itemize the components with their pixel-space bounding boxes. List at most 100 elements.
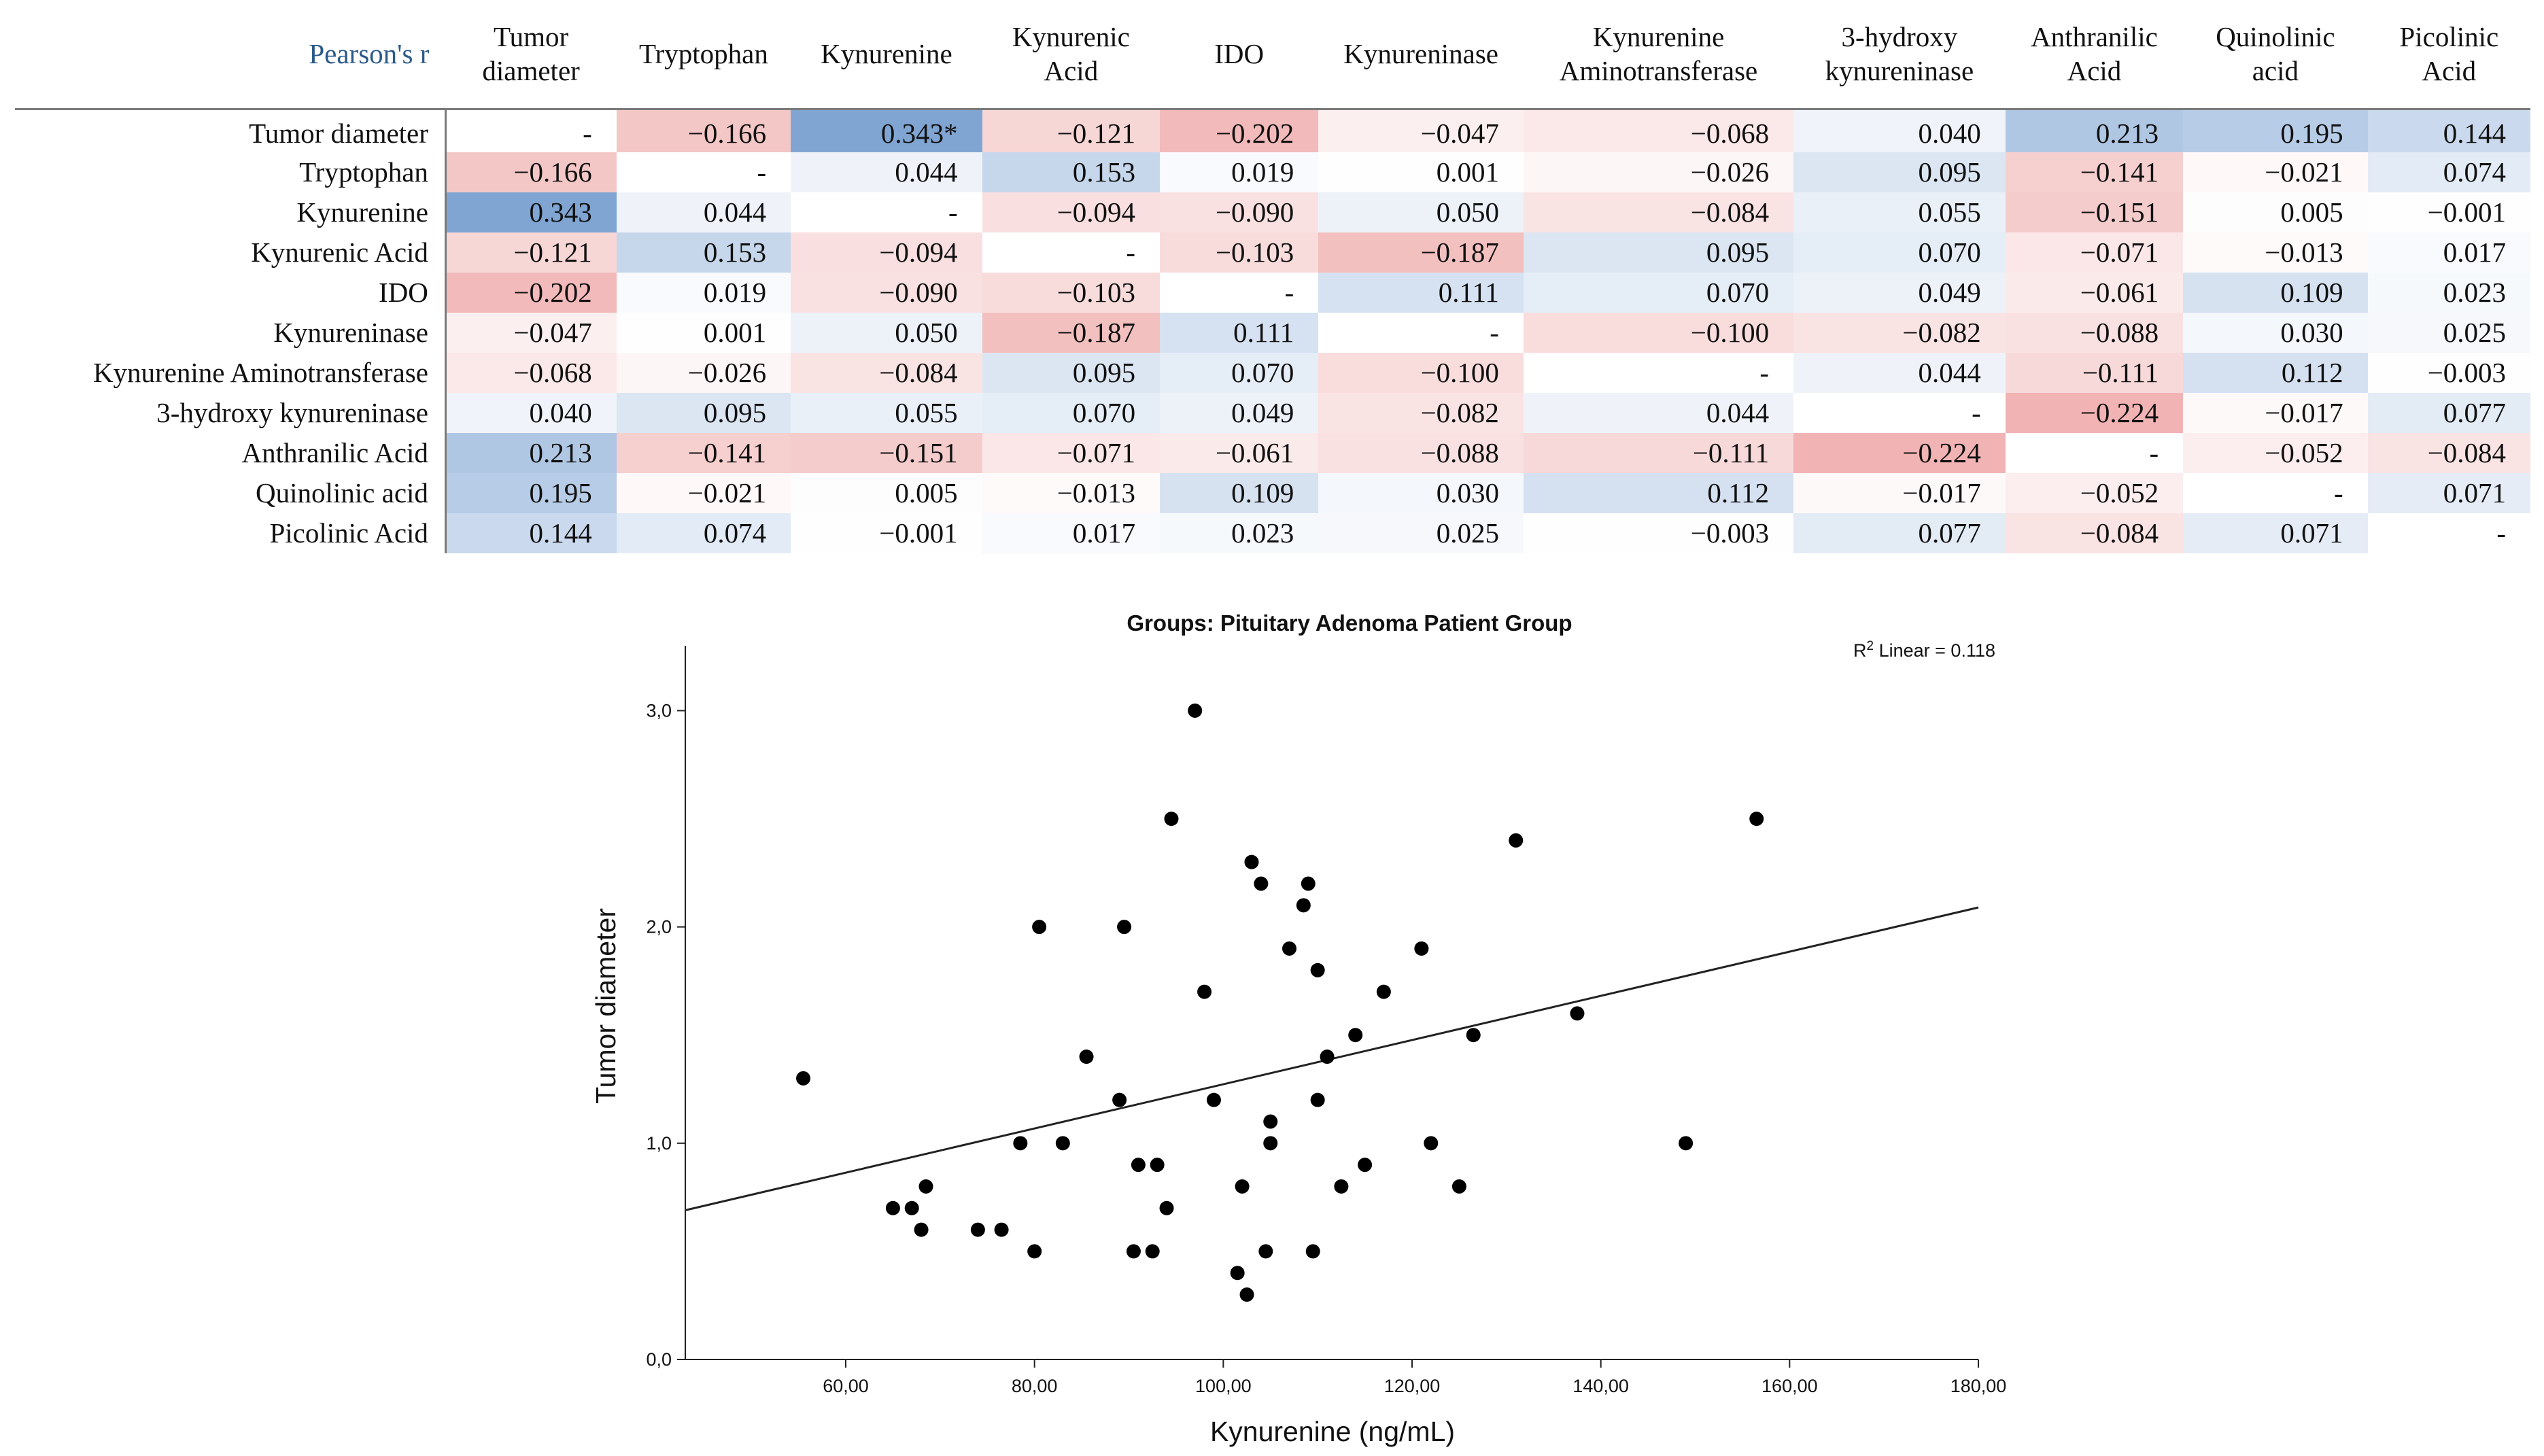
table-cell: 0.001 xyxy=(1436,156,1499,188)
scatter-plot-container: Groups: Pituitary Adenoma Patient Group … xyxy=(0,585,2544,1456)
y-axis-label: Tumor diameter xyxy=(590,908,621,1104)
table-cell: 0.144 xyxy=(2367,109,2530,152)
table-cell: −0.001 xyxy=(879,517,958,549)
table-cell: −0.111 xyxy=(2005,352,2184,393)
data-point xyxy=(1164,812,1179,827)
table-cell: −0.088 xyxy=(1318,432,1524,473)
table-cell: −0.090 xyxy=(791,272,982,313)
table-cell: - xyxy=(1759,357,1770,388)
table-cell: −0.202 xyxy=(445,272,617,313)
table-cell: 0.070 xyxy=(982,392,1161,433)
table-header-row: Pearson's r Tumor diameter Tryptophan Kynure… xyxy=(15,0,2530,110)
table-cell: 0.095 xyxy=(1523,232,1794,273)
table-row: Picolinic Acid 0.144 0.074 −0.001 0.017 0.023… xyxy=(15,513,2530,553)
table-cell: 0.095 xyxy=(616,392,791,433)
table-cell: −0.003 xyxy=(1690,517,1770,549)
table-cell: −0.017 xyxy=(2183,393,2367,433)
table-cell: - xyxy=(2149,437,2159,468)
table-row: Tryptophan −0.166 -0.044 0.153 0.019 0.001 −0.… xyxy=(15,152,2530,192)
data-point xyxy=(1032,920,1047,935)
table-cell: 0.070 xyxy=(1523,272,1794,313)
table-row: Kynurenic Acid −0.121 0.153 −0.094- −0.103 −0… xyxy=(15,232,2530,273)
plot-axes xyxy=(685,646,1978,1360)
data-point xyxy=(1027,1244,1042,1259)
table-cell: 0.040 xyxy=(1793,109,2006,152)
row-label: 3-hydroxy kynureninase xyxy=(15,392,447,433)
table-cell: 0.050 xyxy=(1318,192,1524,232)
column-header-picolinic-acid: Picolinic Acid xyxy=(2367,0,2530,110)
data-point xyxy=(1466,1028,1481,1043)
data-point xyxy=(1320,1050,1335,1064)
x-tick-label: 160,00 xyxy=(1761,1376,1818,1396)
table-cell: 0.077 xyxy=(2367,392,2530,433)
column-header-anthranilic-acid: Anthranilic Acid xyxy=(2005,0,2184,110)
data-point xyxy=(1310,1092,1325,1107)
table-cell: 0.019 xyxy=(1160,152,1319,192)
data-point xyxy=(1451,1179,1466,1194)
table-cell: −0.103 xyxy=(982,272,1161,313)
table-cell: 0.001 xyxy=(703,317,767,348)
table-cell: 0.044 xyxy=(616,192,791,232)
table-cell: −0.061 xyxy=(2005,272,2184,313)
data-point xyxy=(970,1222,985,1237)
data-point xyxy=(1348,1028,1363,1043)
data-point xyxy=(1254,876,1269,891)
x-tick-label: 140,00 xyxy=(1572,1376,1629,1396)
data-point xyxy=(914,1222,929,1237)
table-cell: 0.112 xyxy=(2183,352,2368,393)
row-label: Anthranilic Acid xyxy=(15,432,447,473)
table-cell: 0.050 xyxy=(791,312,982,353)
table-cell: 0.005 xyxy=(895,477,958,508)
y-axis-ticks: 0,0 1,0 2,0 3,0 xyxy=(646,700,685,1370)
table-cell: 0.023 xyxy=(1160,513,1319,553)
y-tick-label: 1,0 xyxy=(646,1133,672,1154)
table-cell: −0.111 xyxy=(1523,432,1794,473)
table-cell: 0.109 xyxy=(1160,472,1319,513)
x-tick-label: 120,00 xyxy=(1384,1376,1441,1396)
table-cell: −0.121 xyxy=(982,109,1161,152)
table-cell: 0.070 xyxy=(1793,232,2006,273)
column-header-quinolinic-acid: Quinolinic acid xyxy=(2183,0,2368,110)
table-cell: −0.013 xyxy=(2183,232,2367,273)
table-cell: 0.109 xyxy=(2183,272,2368,313)
table-cell: −0.013 xyxy=(982,473,1160,513)
table-cell: - xyxy=(2333,477,2343,508)
y-tick-label: 0,0 xyxy=(646,1349,672,1370)
data-point xyxy=(1131,1158,1146,1173)
data-point xyxy=(1055,1136,1070,1151)
data-point xyxy=(1749,812,1764,827)
table-cell: 0.005 xyxy=(2280,196,2343,228)
table-cell: −0.026 xyxy=(616,352,791,393)
table-cell: −0.103 xyxy=(1160,232,1319,273)
data-point xyxy=(1263,1114,1278,1129)
r2-annotation: R2 Linear = 0.118 xyxy=(1853,639,1995,661)
data-point xyxy=(1310,963,1325,977)
table-cell: −0.017 xyxy=(1793,473,2006,513)
table-cell: −0.166 xyxy=(616,109,791,152)
column-header-tumor-diameter: Tumor diameter xyxy=(445,0,617,110)
x-axis-label: Kynurenine (ng/mL) xyxy=(1210,1416,1455,1447)
table-cell: 0.213 xyxy=(2005,109,2184,152)
data-point xyxy=(1197,984,1212,999)
table-cell: −0.071 xyxy=(2005,232,2184,273)
table-cell: −0.082 xyxy=(1318,392,1524,433)
data-point xyxy=(1079,1050,1094,1064)
column-header-ido: IDO xyxy=(1160,0,1319,110)
table-cell: 0.023 xyxy=(2367,272,2530,313)
table-cell: −0.021 xyxy=(616,472,791,513)
chart-title: Groups: Pituitary Adenoma Patient Group xyxy=(1127,610,1572,636)
table-cell: 0.040 xyxy=(445,392,617,433)
table-cell: −0.224 xyxy=(1793,432,2006,473)
table-cell: - xyxy=(1126,237,1136,268)
table-cell: −0.068 xyxy=(445,352,617,393)
table-cell: - xyxy=(2496,517,2506,549)
data-point xyxy=(1150,1158,1165,1173)
y-tick-label: 3,0 xyxy=(646,700,672,721)
table-cell: 0.025 xyxy=(2367,312,2530,353)
row-label: Quinolinic acid xyxy=(15,472,447,513)
data-point xyxy=(1424,1136,1439,1151)
table-cell: −0.166 xyxy=(445,152,617,192)
data-point xyxy=(904,1200,919,1215)
column-header-kynurenine-aminotransferase: Kynurenine Aminotransferase xyxy=(1523,0,1794,110)
table-cell: −0.084 xyxy=(1523,192,1794,232)
